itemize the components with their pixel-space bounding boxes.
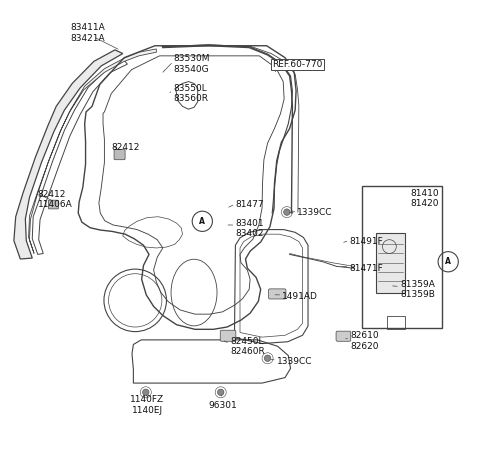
- Text: A: A: [445, 257, 451, 266]
- Text: 96301: 96301: [208, 401, 237, 410]
- Text: 83411A
83421A: 83411A 83421A: [70, 23, 105, 42]
- Text: REF.60-770: REF.60-770: [272, 59, 323, 69]
- FancyBboxPatch shape: [220, 330, 236, 341]
- FancyBboxPatch shape: [48, 200, 59, 209]
- Text: 81410
81420: 81410 81420: [410, 189, 439, 208]
- Text: 1140FZ
1140EJ: 1140FZ 1140EJ: [130, 396, 164, 415]
- Text: 81477: 81477: [235, 200, 264, 209]
- FancyBboxPatch shape: [336, 331, 351, 341]
- FancyBboxPatch shape: [268, 289, 286, 299]
- Polygon shape: [14, 50, 123, 259]
- Text: 81359A
81359B: 81359A 81359B: [400, 280, 435, 299]
- FancyBboxPatch shape: [114, 150, 125, 160]
- Text: A: A: [199, 217, 205, 226]
- Polygon shape: [29, 49, 156, 254]
- Circle shape: [217, 389, 224, 396]
- Text: 1339CC: 1339CC: [298, 207, 333, 217]
- Text: 82412: 82412: [111, 143, 140, 152]
- Text: 83401
83402: 83401 83402: [235, 219, 264, 238]
- Text: 1491AD: 1491AD: [282, 292, 318, 301]
- Text: 81471F: 81471F: [349, 264, 383, 273]
- Text: 81491F: 81491F: [349, 237, 383, 246]
- Text: 83550L
83560R: 83550L 83560R: [173, 84, 208, 103]
- Text: 82412
11406A: 82412 11406A: [38, 189, 72, 209]
- Text: 1339CC: 1339CC: [277, 357, 312, 366]
- Circle shape: [264, 355, 271, 361]
- Text: 82610
82620: 82610 82620: [350, 331, 379, 350]
- Text: 83530M
83540G: 83530M 83540G: [173, 54, 210, 74]
- Text: 82450L
82460R: 82450L 82460R: [230, 337, 264, 356]
- FancyBboxPatch shape: [375, 233, 406, 293]
- Circle shape: [143, 389, 149, 396]
- Circle shape: [284, 209, 290, 215]
